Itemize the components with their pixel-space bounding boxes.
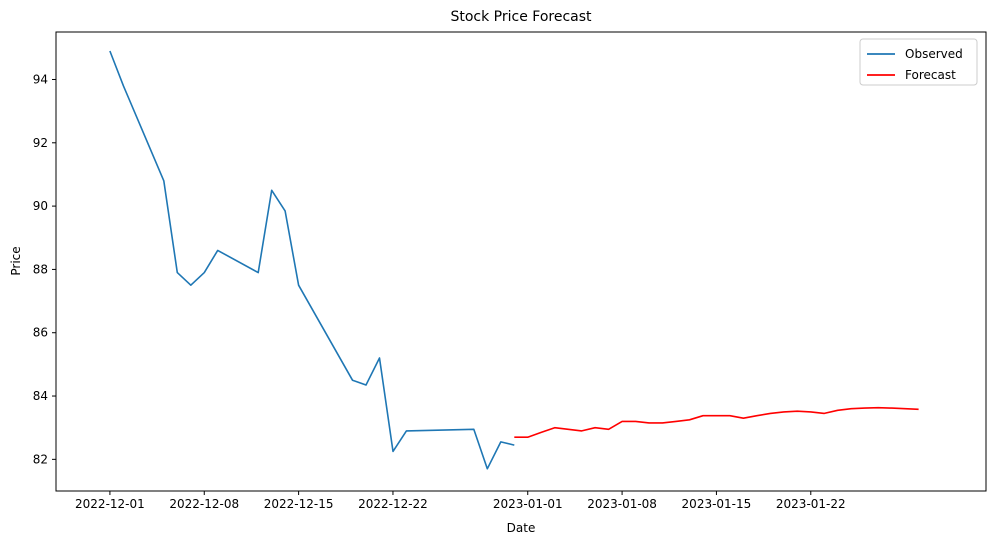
- x-tick-label: 2022-12-22: [358, 497, 428, 511]
- y-tick-label: 88: [33, 262, 48, 276]
- y-tick-label: 84: [33, 389, 48, 403]
- legend-box: [859, 38, 978, 86]
- plot-frame: [55, 31, 987, 492]
- x-axis-label: Date: [507, 521, 536, 535]
- y-axis-ticks: 82 84 86 88 90 92 94: [33, 72, 56, 466]
- y-tick-label: 90: [33, 199, 48, 213]
- x-tick-label: 2023-01-01: [493, 497, 563, 511]
- y-tick-label: 86: [33, 326, 48, 340]
- x-tick-label: 2022-12-15: [264, 497, 334, 511]
- chart-title: Stock Price Forecast: [450, 9, 592, 25]
- x-tick-label: 2023-01-08: [587, 497, 657, 511]
- x-axis-ticks: 2022-12-01 2022-12-08 2022-12-15 2022-12-22…: [75, 491, 846, 511]
- series-line-forecast: [514, 406, 919, 439]
- x-tick-label: 2022-12-08: [169, 497, 239, 511]
- legend-label-observed: Observed: [905, 47, 963, 61]
- y-axis-label: Price: [9, 246, 23, 275]
- x-tick-label: 2023-01-15: [682, 497, 752, 511]
- series-line-observed: [109, 50, 515, 470]
- y-tick-label: 82: [33, 452, 48, 466]
- y-tick-label: 92: [33, 136, 48, 150]
- x-tick-label: 2022-12-01: [75, 497, 145, 511]
- plot-series: [109, 50, 919, 470]
- y-tick-label: 94: [33, 72, 48, 86]
- legend: Observed Forecast: [859, 38, 978, 86]
- legend-label-forecast: Forecast: [905, 68, 956, 82]
- x-tick-label: 2023-01-22: [776, 497, 846, 511]
